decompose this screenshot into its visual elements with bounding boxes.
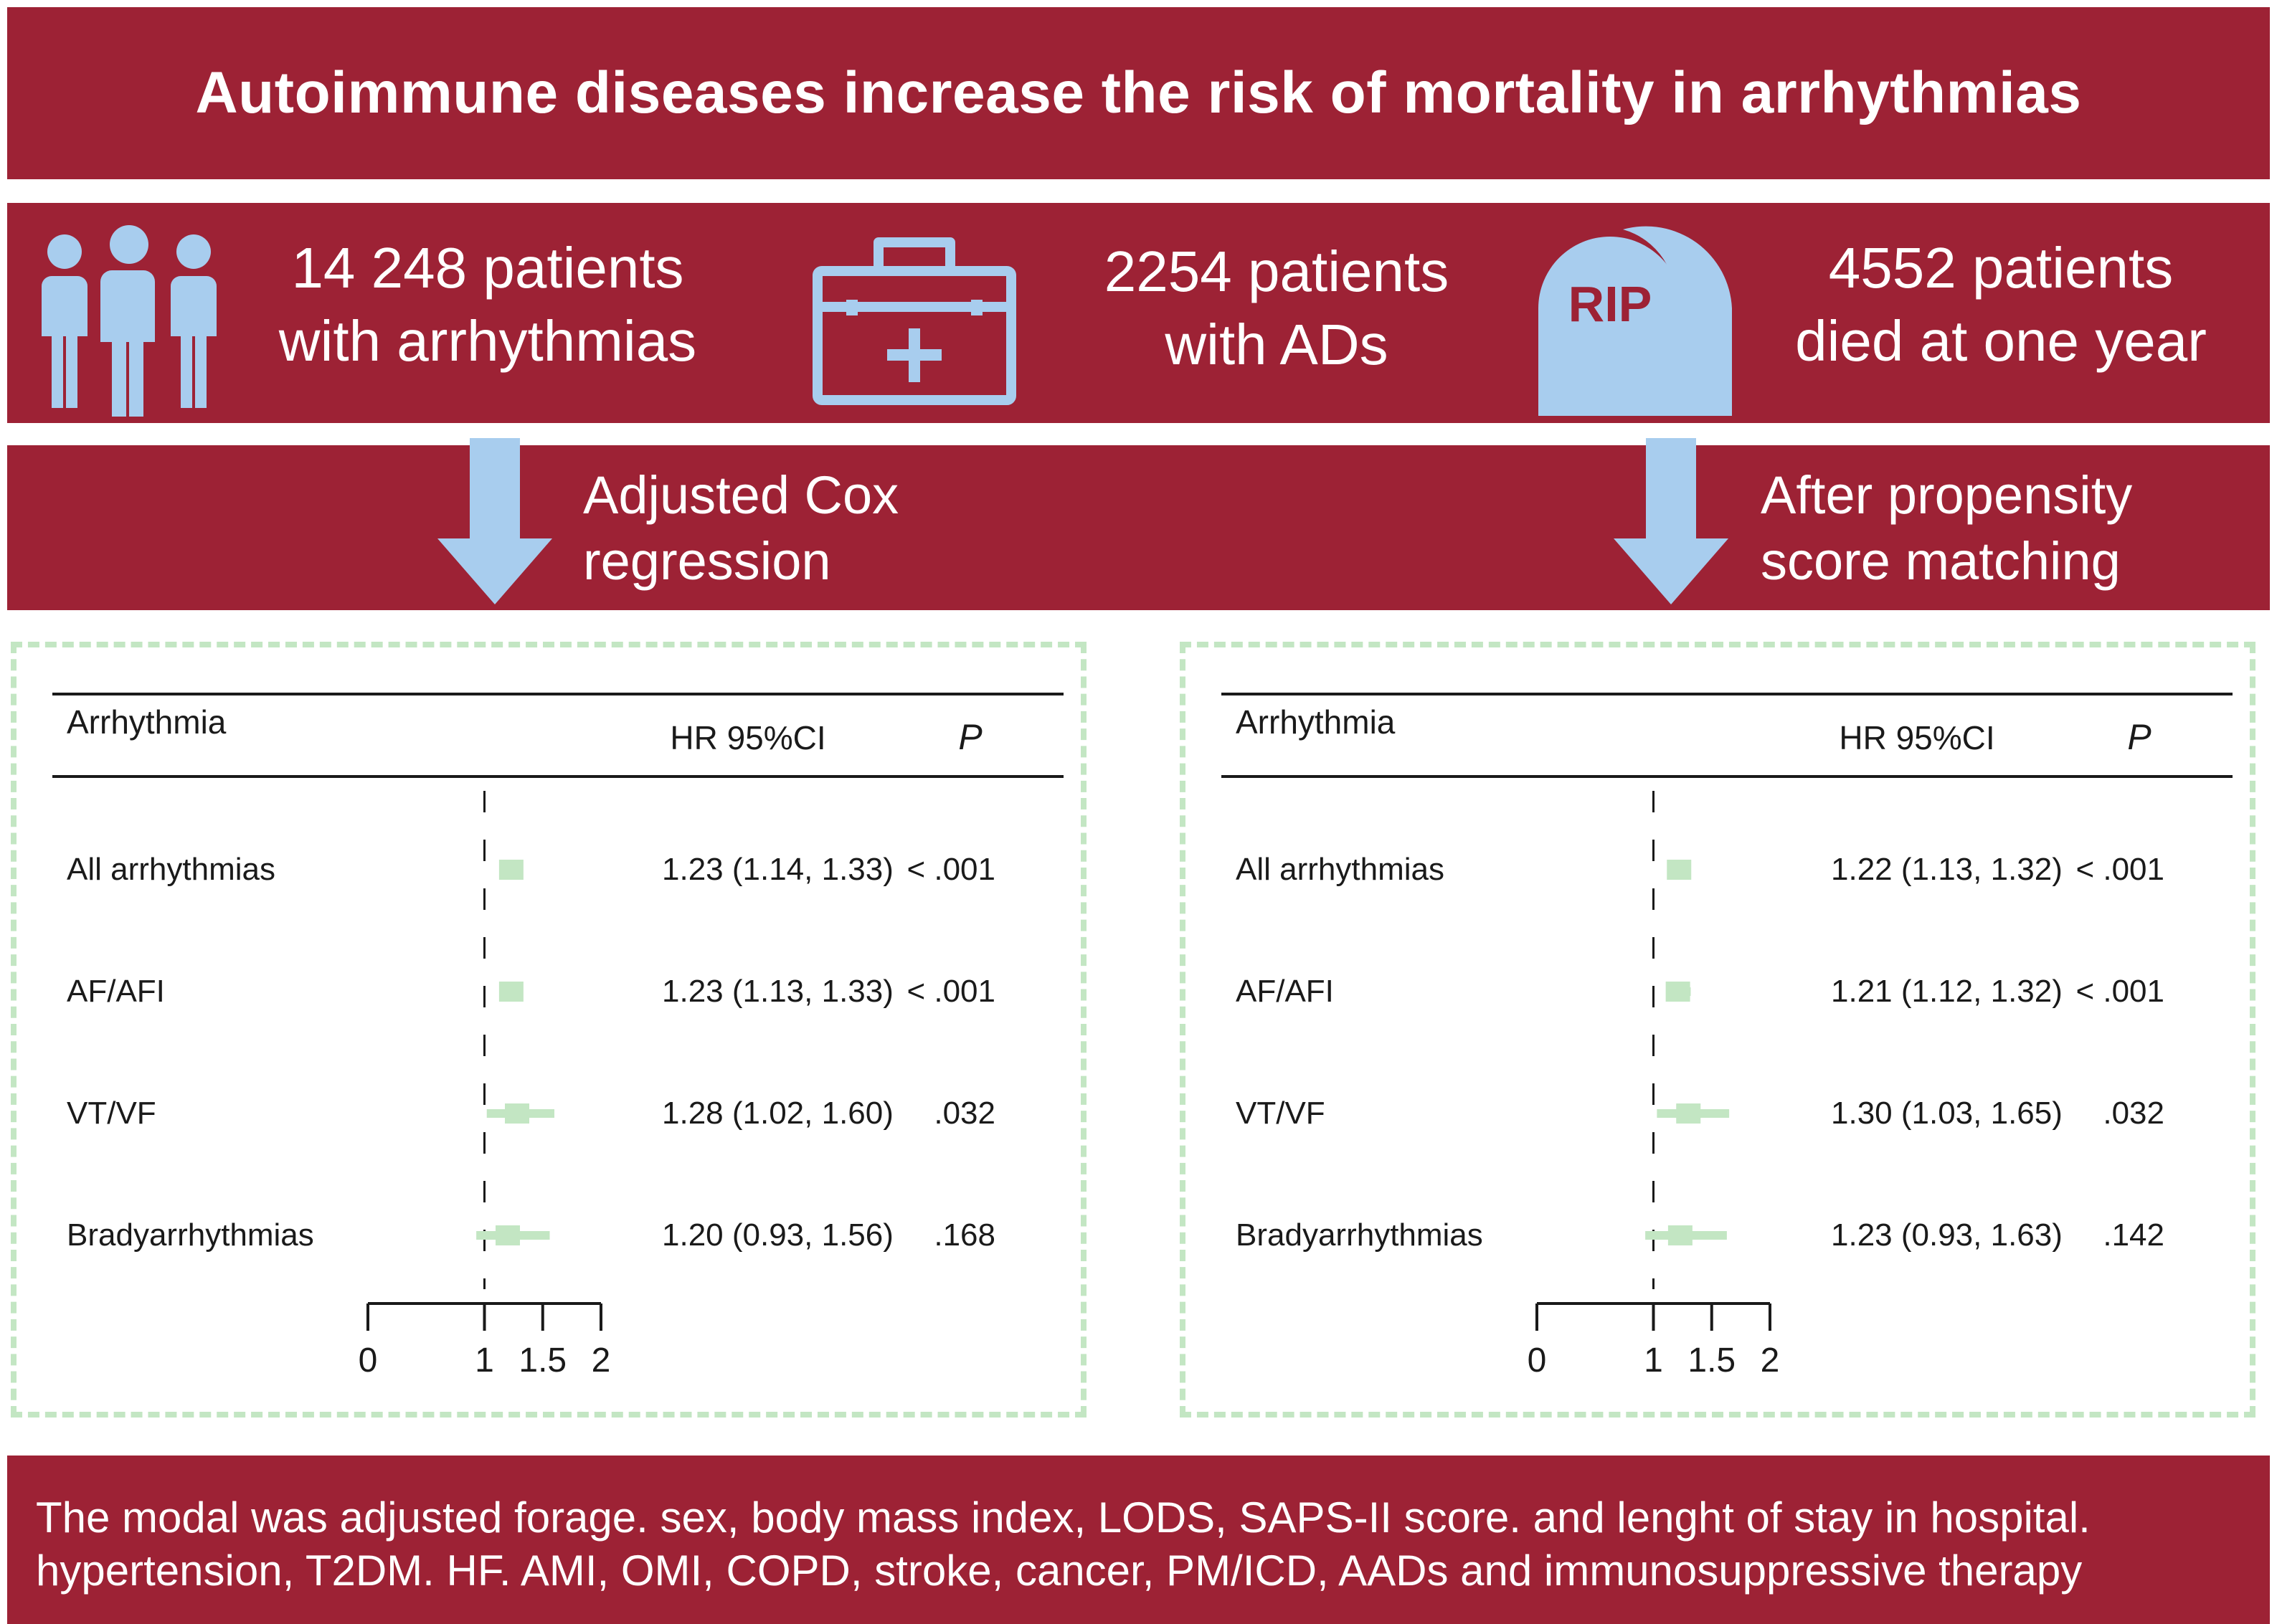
column-header-estimate: HR 95%CI (1839, 719, 1994, 756)
row-estimate: 1.30 (1.03, 1.65) (1831, 1096, 2063, 1131)
forest-plot-cox: Arrhythmia HR 95%CI P All arrhythmias 1.23 (… (52, 693, 1064, 1380)
down-arrow-icon (437, 438, 552, 604)
page-title: Autoimmune diseases increase the risk of… (195, 60, 2082, 125)
method-banner: Adjusted Cox regression After propensity… (7, 438, 2270, 610)
x-tick-label: 0 (359, 1342, 378, 1380)
row-estimate: 1.23 (0.93, 1.63) (1831, 1217, 2063, 1253)
row-p-value: < .001 (906, 974, 995, 1009)
point-estimate (1665, 982, 1690, 1002)
forest-panel-cox: Arrhythmia HR 95%CI P All arrhythmias 1.23 (… (11, 642, 1087, 1418)
column-header-p: P (2127, 717, 2151, 757)
row-label: VT/VF (1236, 1096, 1325, 1131)
row-p-value: .032 (934, 1096, 995, 1131)
forest-plot-psm: Arrhythmia HR 95%CI P All arrhythmias 1.22 (… (1221, 693, 2233, 1380)
row-label: Bradyarrhythmias (67, 1217, 314, 1253)
row-label: AF/AFI (1236, 974, 1334, 1009)
row-p-value: .142 (2103, 1217, 2164, 1253)
stat-deaths: 4552 patients died at one year (1795, 236, 2207, 373)
stats-banner: 14 248 patients with arrhythmias 2254 pa… (7, 203, 2270, 423)
stat-ad-patients: 2254 patients with ADs (1104, 239, 1449, 376)
x-tick-label: 1 (475, 1342, 494, 1380)
row-label: VT/VF (67, 1096, 156, 1131)
tombstone-icon: RIP (1538, 226, 1732, 416)
row-estimate: 1.22 (1.13, 1.32) (1831, 852, 2063, 887)
row-estimate: 1.23 (1.14, 1.33) (662, 852, 894, 887)
point-estimate (498, 982, 524, 1002)
x-tick-label: 1.5 (1687, 1342, 1736, 1380)
people-icon (32, 225, 217, 417)
row-label: AF/AFI (67, 974, 165, 1009)
footer-note: The modal was adjusted forage. sex, body… (36, 1494, 2091, 1595)
down-arrow-icon (1614, 438, 1728, 604)
method-cox-label: Adjusted Cox regression (583, 465, 899, 591)
row-p-value: < .001 (2075, 974, 2164, 1009)
row-estimate: 1.21 (1.12, 1.32) (1831, 974, 2063, 1009)
point-estimate (1667, 860, 1692, 880)
tombstone-label: RIP (1568, 276, 1652, 332)
stat-arrhythmia-patients: 14 248 patients with arrhythmias (278, 236, 697, 373)
row-estimate: 1.28 (1.02, 1.60) (662, 1096, 894, 1131)
medical-kit-icon (813, 237, 1016, 405)
point-estimate (496, 1225, 520, 1245)
row-label: All arrhythmias (1236, 852, 1444, 887)
x-tick-label: 1 (1644, 1342, 1663, 1380)
title-banner: Autoimmune diseases increase the risk of… (7, 7, 2270, 179)
footer-banner: The modal was adjusted forage. sex, body… (7, 1456, 2270, 1624)
row-estimate: 1.20 (0.93, 1.56) (662, 1217, 894, 1253)
x-tick-label: 2 (1761, 1342, 1780, 1380)
x-tick-label: 0 (1528, 1342, 1547, 1380)
row-p-value: < .001 (2075, 852, 2164, 887)
point-estimate (1676, 1103, 1701, 1124)
x-tick-label: 1.5 (519, 1342, 567, 1380)
point-estimate (1667, 1225, 1693, 1245)
column-header-p: P (958, 717, 983, 757)
point-estimate (505, 1103, 529, 1124)
forest-panel-psm: Arrhythmia HR 95%CI P All arrhythmias 1.22 (… (1180, 642, 2255, 1418)
row-p-value: .032 (2103, 1096, 2164, 1131)
row-estimate: 1.23 (1.13, 1.33) (662, 974, 894, 1009)
column-header-label: Arrhythmia (67, 703, 227, 741)
column-header-label: Arrhythmia (1236, 703, 1396, 741)
x-tick-label: 2 (592, 1342, 611, 1380)
point-estimate (498, 860, 524, 880)
row-p-value: < .001 (906, 852, 995, 887)
row-p-value: .168 (934, 1217, 995, 1253)
row-label: Bradyarrhythmias (1236, 1217, 1483, 1253)
method-psm-label: After propensity score matching (1761, 465, 2133, 591)
column-header-estimate: HR 95%CI (670, 719, 825, 756)
row-label: All arrhythmias (67, 852, 275, 887)
